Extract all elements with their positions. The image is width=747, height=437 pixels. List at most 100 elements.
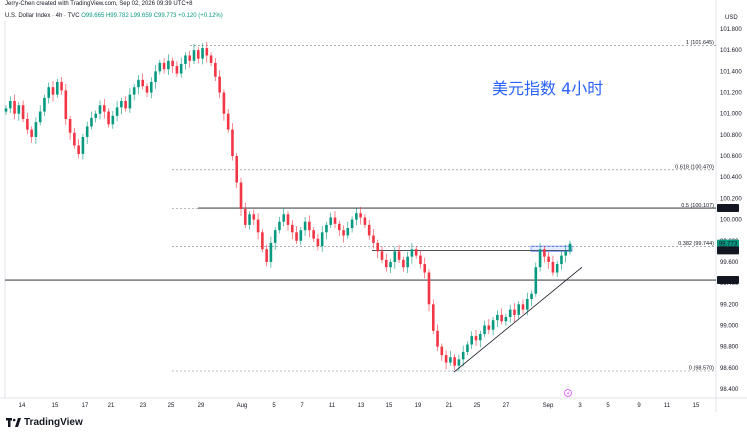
candle[interactable]: [560, 255, 563, 265]
candle[interactable]: [457, 359, 461, 366]
candle[interactable]: [389, 261, 392, 268]
candle[interactable]: [171, 60, 174, 67]
chart-annotation[interactable]: 美元指数 4小时: [492, 79, 604, 98]
candle[interactable]: [167, 60, 170, 70]
candle[interactable]: [256, 219, 260, 233]
candle[interactable]: [444, 355, 448, 363]
trendline[interactable]: [453, 266, 583, 373]
candle[interactable]: [376, 242, 380, 252]
candle[interactable]: [102, 105, 106, 112]
candle[interactable]: [500, 314, 503, 322]
candle[interactable]: [320, 232, 324, 247]
candle[interactable]: [243, 209, 247, 225]
candle[interactable]: [205, 48, 209, 56]
candle[interactable]: [21, 105, 25, 119]
candle[interactable]: [201, 48, 204, 59]
candle[interactable]: [158, 62, 162, 72]
candle[interactable]: [98, 105, 102, 114]
candle[interactable]: [299, 230, 303, 241]
candle[interactable]: [64, 90, 68, 119]
candle[interactable]: [393, 251, 397, 262]
candle[interactable]: [504, 317, 508, 322]
candle[interactable]: [538, 249, 542, 268]
candle[interactable]: [363, 217, 367, 225]
candle[interactable]: [261, 232, 264, 250]
candle[interactable]: [154, 71, 157, 82]
candle[interactable]: [333, 217, 337, 224]
candle[interactable]: [26, 119, 29, 130]
candle[interactable]: [120, 101, 123, 108]
candle[interactable]: [436, 330, 439, 347]
candle[interactable]: [196, 50, 200, 59]
candle[interactable]: [470, 336, 474, 345]
candle[interactable]: [342, 230, 345, 236]
candle[interactable]: [496, 314, 499, 321]
candle[interactable]: [372, 235, 375, 243]
candle[interactable]: [162, 62, 166, 70]
candle[interactable]: [68, 119, 72, 133]
candle[interactable]: [534, 267, 538, 294]
candle[interactable]: [17, 105, 21, 114]
tradingview-logo[interactable]: TradingView: [6, 417, 83, 428]
candle[interactable]: [303, 221, 307, 231]
candle[interactable]: [218, 76, 221, 93]
candle[interactable]: [239, 182, 243, 209]
candle[interactable]: [402, 259, 405, 268]
candle[interactable]: [406, 256, 409, 268]
candle[interactable]: [214, 62, 217, 77]
candle[interactable]: [346, 228, 350, 236]
candle[interactable]: [290, 224, 294, 233]
candle[interactable]: [184, 55, 187, 64]
candle[interactable]: [530, 293, 533, 299]
candle[interactable]: [209, 55, 213, 63]
candle[interactable]: [461, 351, 465, 360]
candle[interactable]: [179, 63, 183, 74]
candle[interactable]: [115, 107, 119, 116]
candle[interactable]: [128, 94, 132, 109]
candle[interactable]: [60, 81, 63, 91]
candle[interactable]: [51, 87, 55, 95]
candle[interactable]: [55, 81, 59, 95]
candle[interactable]: [329, 217, 333, 225]
candle[interactable]: [427, 272, 431, 305]
candle[interactable]: [367, 224, 371, 236]
candle[interactable]: [440, 346, 444, 356]
candle[interactable]: [483, 325, 486, 334]
candle[interactable]: [222, 92, 226, 114]
candle[interactable]: [423, 264, 427, 273]
candle[interactable]: [30, 129, 33, 137]
candle[interactable]: [308, 221, 311, 231]
candle[interactable]: [132, 87, 136, 95]
candle[interactable]: [111, 115, 115, 125]
price-chart[interactable]: USD 101.800 101.600 101.400 101.200 101.000 10…: [0, 0, 747, 412]
candle[interactable]: [325, 224, 328, 233]
candle[interactable]: [466, 344, 469, 352]
price-range-box[interactable]: [530, 245, 573, 252]
candle[interactable]: [34, 122, 38, 137]
symbol-name[interactable]: U.S. Dollar Index · 4h · TVC: [5, 13, 80, 19]
candle[interactable]: [513, 309, 516, 315]
candle[interactable]: [145, 86, 149, 93]
candle[interactable]: [555, 264, 559, 273]
candle[interactable]: [474, 336, 478, 341]
candle[interactable]: [149, 81, 153, 93]
candle[interactable]: [359, 213, 362, 218]
candle[interactable]: [265, 249, 268, 262]
candle[interactable]: [226, 113, 230, 130]
candle[interactable]: [312, 230, 315, 239]
candle[interactable]: [410, 249, 414, 257]
candle[interactable]: [231, 129, 234, 157]
candle[interactable]: [384, 259, 388, 268]
candle[interactable]: [478, 333, 482, 341]
candle[interactable]: [252, 214, 256, 220]
candle[interactable]: [124, 101, 127, 109]
candle[interactable]: [107, 111, 110, 125]
candle[interactable]: [350, 219, 354, 229]
candle[interactable]: [316, 238, 320, 247]
candle[interactable]: [77, 145, 80, 154]
candle[interactable]: [431, 304, 435, 331]
candle[interactable]: [192, 50, 196, 61]
candle[interactable]: [47, 87, 51, 98]
candle[interactable]: [188, 55, 192, 61]
candle[interactable]: [81, 137, 85, 154]
